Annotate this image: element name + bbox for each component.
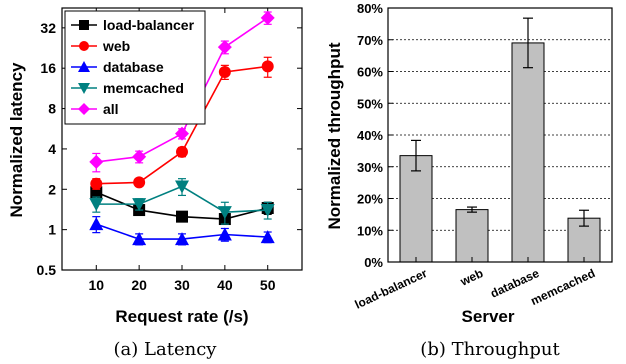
latency-point-memcached — [175, 180, 189, 194]
latency-point-web — [133, 176, 146, 189]
throughput-y-tick-label: 30% — [357, 160, 383, 175]
throughput-y-tick-label: 70% — [357, 33, 383, 48]
latency-point-all — [260, 10, 275, 25]
throughput-y-tick-label: 50% — [357, 96, 383, 111]
latency-series-memcached — [89, 178, 275, 225]
latency-y-tick-label: 32 — [40, 20, 56, 36]
latency-point-database — [260, 230, 275, 244]
latency-x-tick-label: 40 — [217, 277, 233, 293]
latency-y-axis-title: Normalized latency — [7, 62, 26, 217]
legend-label-web: web — [102, 38, 130, 54]
latency-point-memcached — [89, 198, 104, 212]
latency-point-web — [261, 60, 274, 73]
latency-point-all — [217, 40, 232, 55]
latency-point-memcached — [260, 204, 275, 218]
throughput-x-tick-label: load-balancer — [353, 266, 430, 312]
latency-point-memcached — [217, 206, 232, 220]
throughput-y-tick-label: 60% — [357, 65, 383, 80]
latency-point-load-balancer — [176, 210, 188, 223]
throughput-bar-load-balancer — [399, 155, 433, 263]
throughput-x-tick-label: memcached — [528, 266, 597, 308]
latency-y-tick-label: 8 — [48, 101, 56, 117]
latency-point-database — [89, 217, 104, 231]
legend-marker-web — [79, 41, 89, 51]
legend-marker-load-balancer — [79, 20, 89, 30]
latency-series-web — [90, 56, 274, 190]
latency-y-tick-label: 1 — [48, 222, 56, 238]
latency-x-tick-label: 50 — [260, 277, 276, 293]
throughput-y-tick-label: 40% — [357, 128, 383, 143]
latency-point-memcached — [132, 198, 147, 212]
latency-point-web — [218, 65, 231, 78]
throughput-x-axis-title: Server — [462, 307, 515, 326]
latency-caption: (a) Latency — [114, 339, 218, 360]
latency-point-database — [175, 232, 189, 246]
latency-point-all — [132, 149, 147, 164]
latency-series-database — [89, 216, 275, 246]
latency-x-tick-label: 10 — [88, 277, 104, 293]
latency-y-tick-label: 2 — [48, 181, 56, 197]
latency-point-database — [132, 232, 147, 246]
latency-point-database — [217, 227, 232, 241]
latency-series-all — [89, 10, 275, 173]
latency-point-all — [89, 154, 104, 169]
latency-x-tick-label: 20 — [131, 277, 147, 293]
legend-marker-all — [78, 103, 90, 115]
throughput-bar-database — [511, 42, 545, 263]
latency-y-tick-label: 4 — [48, 141, 56, 157]
legend-marker-memcached — [78, 83, 90, 94]
latency-x-tick-label: 30 — [174, 277, 190, 293]
legend-label-memcached: memcached — [103, 80, 184, 96]
legend-label-load-balancer: load-balancer — [103, 17, 195, 33]
legend-label-all: all — [103, 101, 119, 117]
throughput-y-tick-label: 0% — [364, 255, 383, 270]
latency-y-tick-label: 0.5 — [37, 262, 57, 278]
latency-point-web — [90, 177, 103, 190]
legend-label-database: database — [103, 59, 164, 75]
throughput-y-axis-title: Normalized throughput — [325, 42, 344, 229]
throughput-y-tick-label: 80% — [357, 1, 383, 16]
throughput-bar-web — [455, 209, 489, 263]
legend-marker-database — [78, 61, 90, 72]
latency-point-web — [176, 145, 188, 158]
throughput-caption: (b) Throughput — [420, 339, 560, 360]
latency-y-tick-label: 16 — [40, 60, 56, 76]
throughput-x-tick-label: web — [457, 266, 485, 289]
latency-point-all — [175, 126, 189, 141]
latency-x-axis-title: Request rate (/s) — [115, 307, 248, 326]
throughput-y-tick-label: 10% — [357, 223, 383, 238]
throughput-y-tick-label: 20% — [357, 192, 383, 207]
